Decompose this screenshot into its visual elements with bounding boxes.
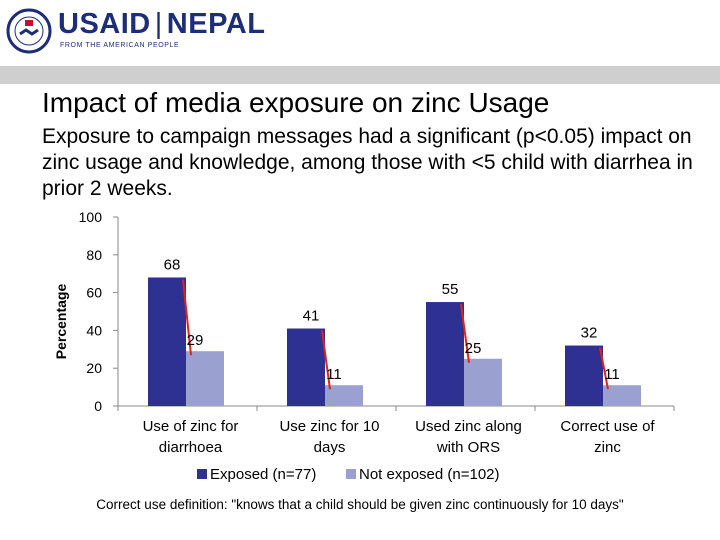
y-tick-label: 80 xyxy=(86,247,102,263)
category-label: days xyxy=(314,439,346,456)
legend-swatch-not-exposed xyxy=(346,469,356,479)
y-axis-title: Percentage xyxy=(53,284,69,360)
legend-label-exposed: Exposed (n=77) xyxy=(210,466,316,483)
category-label: Correct use of xyxy=(560,418,655,435)
bar-not-exposed xyxy=(603,385,641,406)
data-label-exposed: 68 xyxy=(164,256,181,273)
y-tick-label: 20 xyxy=(86,360,102,376)
category-label: Used zinc along xyxy=(415,418,522,435)
bar-not-exposed xyxy=(464,358,502,406)
comparison-connector xyxy=(599,347,609,390)
brand-usaid: USAID xyxy=(58,8,151,40)
comparison-connector xyxy=(182,279,192,356)
category-label: diarrhoea xyxy=(159,439,223,456)
brand-tagline: FROM THE AMERICAN PEOPLE xyxy=(60,42,180,49)
slide-title: Impact of media exposure on zinc Usage xyxy=(42,87,550,118)
legend-swatch-exposed xyxy=(197,469,207,479)
data-label-not-exposed: 29 xyxy=(187,332,204,349)
data-label-not-exposed: 11 xyxy=(604,366,620,383)
data-label-not-exposed: 25 xyxy=(465,340,482,357)
slide-subtitle: Exposure to campaign messages had a sign… xyxy=(42,125,693,200)
bar-exposed xyxy=(426,302,464,406)
brand-wordmark: USAID | NEPAL xyxy=(58,8,265,41)
y-tick-label: 60 xyxy=(86,285,102,301)
comparison-connector xyxy=(460,303,470,363)
brand-country: NEPAL xyxy=(166,8,266,40)
bar-not-exposed xyxy=(186,351,224,406)
category-label: Use zinc for 10 xyxy=(279,418,379,435)
y-tick-label: 100 xyxy=(79,209,103,225)
data-label-exposed: 55 xyxy=(442,281,459,298)
y-tick-label: 40 xyxy=(86,322,102,338)
category-label: with ORS xyxy=(436,439,500,456)
footnote: Correct use definition: "knows that a ch… xyxy=(96,497,624,512)
data-label-exposed: 41 xyxy=(303,308,320,325)
bar-exposed xyxy=(287,328,325,406)
bar-exposed xyxy=(565,345,603,406)
category-label: zinc xyxy=(594,439,621,456)
comparison-connector xyxy=(321,330,331,390)
brand-separator: | xyxy=(154,8,163,40)
data-label-exposed: 32 xyxy=(581,325,598,342)
bar-not-exposed xyxy=(325,385,363,406)
y-tick-label: 0 xyxy=(94,398,102,414)
header-bar: USAID | NEPAL FROM THE AMERICAN PEOPLE xyxy=(0,0,720,66)
header-divider-band xyxy=(0,66,720,84)
data-label-not-exposed: 11 xyxy=(326,366,342,383)
category-label: Use of zinc for xyxy=(143,418,239,435)
legend-label-not-exposed: Not exposed (n=102) xyxy=(359,466,500,483)
usaid-seal-icon xyxy=(6,8,52,54)
bar-exposed xyxy=(148,277,186,406)
